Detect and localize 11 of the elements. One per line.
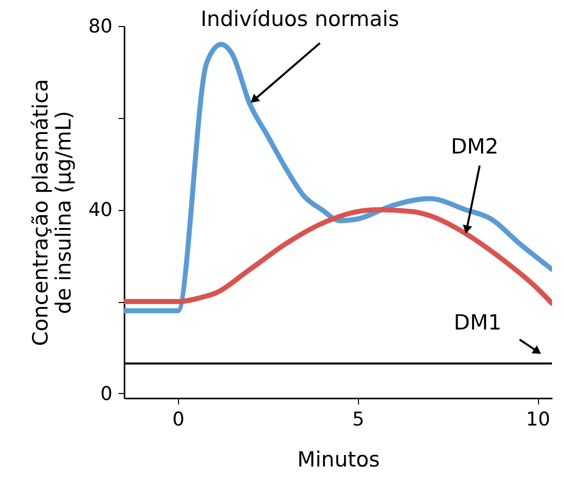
x-tick-label: 5 — [352, 408, 364, 430]
y-tick-label: 40 — [88, 199, 112, 222]
x-tick-label: 10 — [526, 408, 550, 430]
annotation: DM1 — [454, 310, 502, 335]
y-tick-label: 0 — [100, 382, 112, 405]
y-axis-title: Concentração plasmática de insulina (µg/mL) — [28, 78, 76, 346]
annotation: DM2 — [450, 134, 499, 159]
x-tick-label: 0 — [172, 408, 184, 430]
annotation: Indivíduos normais — [200, 7, 400, 32]
y-tick-label: 80 — [88, 16, 112, 38]
x-axis-title: Minutos — [297, 448, 380, 472]
